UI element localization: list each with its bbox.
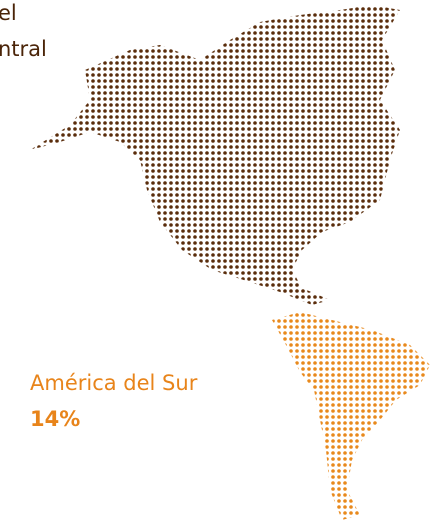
north-america (30, 5, 400, 305)
north-label: el (0, 1, 17, 25)
region-share: 14% (30, 407, 80, 431)
south-america (272, 312, 430, 520)
region-name: América del Sur (30, 371, 198, 395)
north-label: ntral (0, 37, 47, 61)
